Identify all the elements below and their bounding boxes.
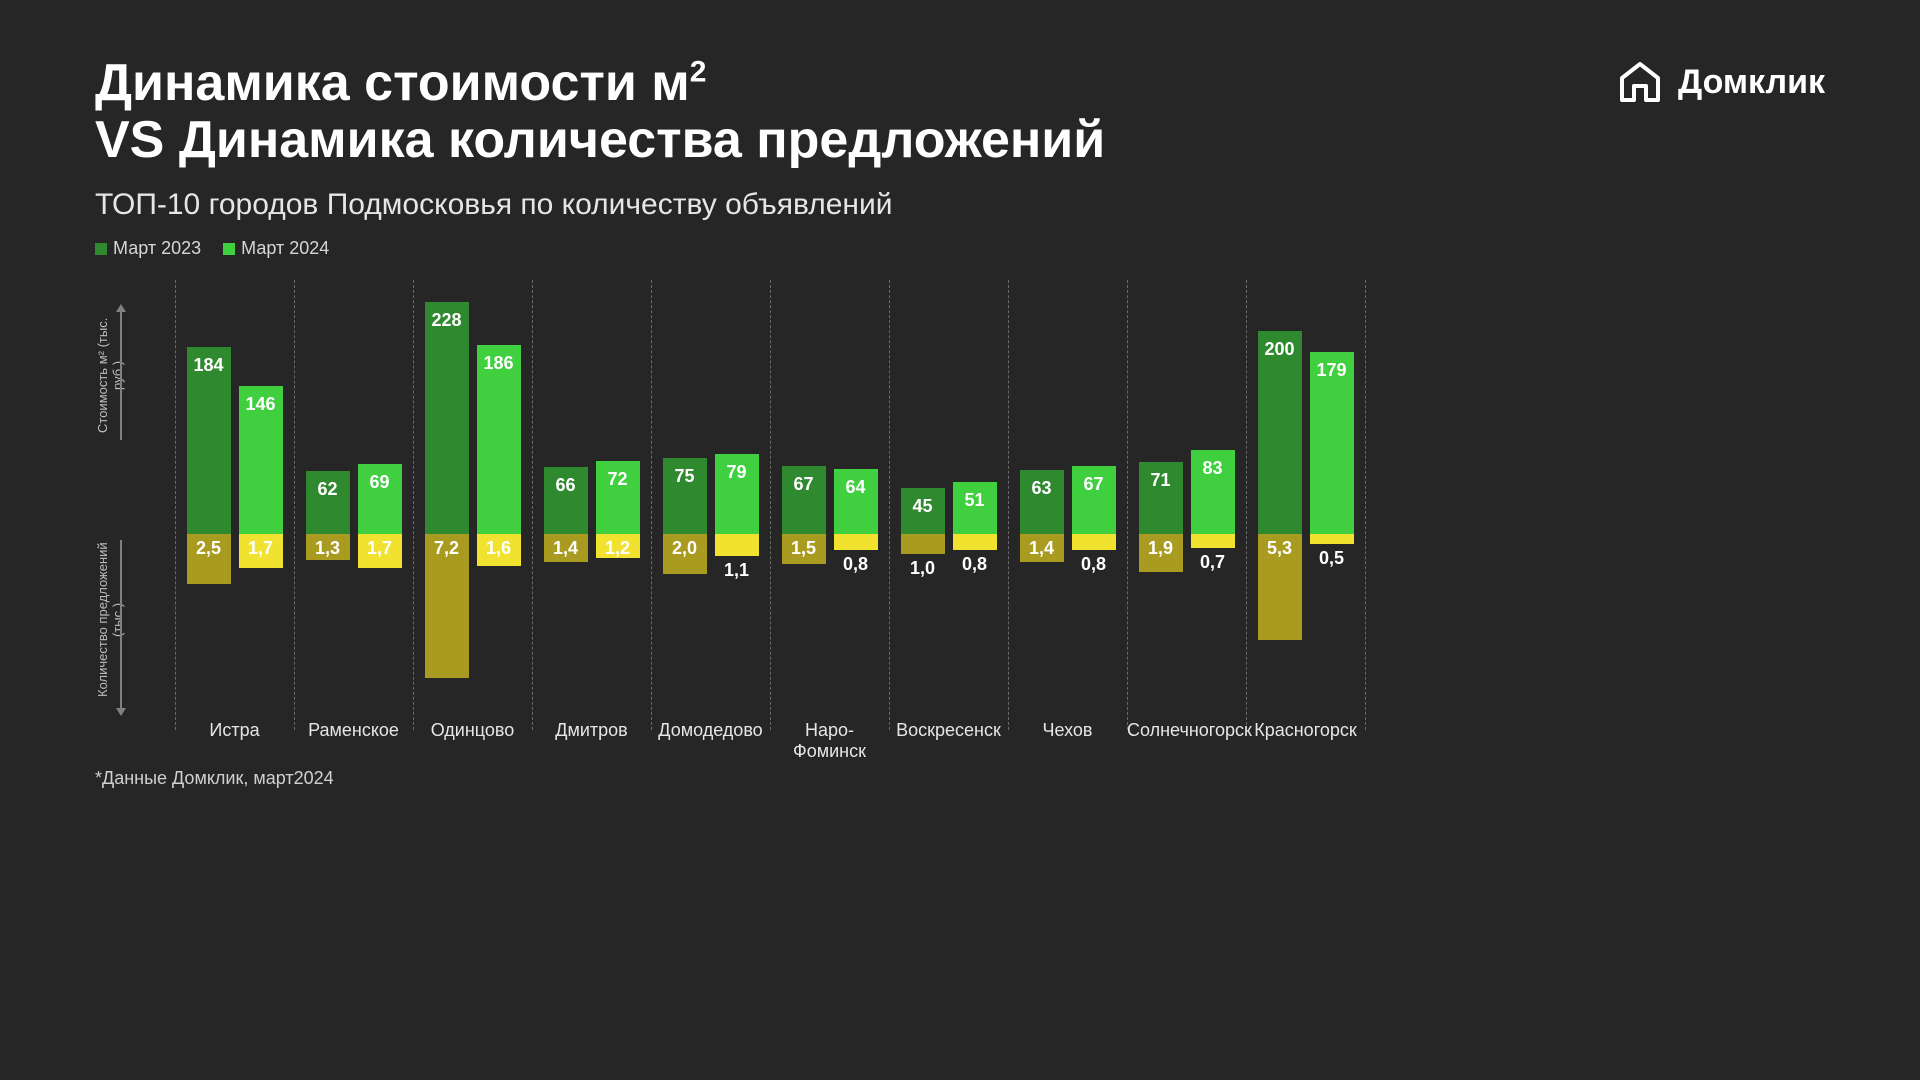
bar-up-label: 51 [953,490,997,511]
bar-up-label: 63 [1020,478,1064,499]
bar-down-label: 2,0 [663,538,707,559]
bar-down-label: 0,8 [834,554,878,575]
bar-up-label: 71 [1139,470,1183,491]
bar-up-label: 228 [425,310,469,331]
chart-group: 2001795,30,5Красногорск [1246,280,1365,730]
brand: Домклик [1618,60,1825,104]
category-label: Солнечногорск [1127,720,1246,741]
bar-down-label: 1,7 [239,538,283,559]
bar-down-label: 1,0 [901,558,945,579]
bar-down-label: 1,3 [306,538,350,559]
chart-group: 66721,41,2Дмитров [532,280,651,730]
grid-divider [1365,280,1366,730]
bar-up [1258,331,1302,534]
category-label: Воскресенск [889,720,1008,741]
bar-down-label: 1,5 [782,538,826,559]
legend: Март 2023 Март 2024 [95,238,329,259]
chart-group: 63671,40,8Чехов [1008,280,1127,730]
bar-down-label: 1,2 [596,538,640,559]
bar-up-label: 66 [544,475,588,496]
category-label: Истра [175,720,294,741]
bar-up-label: 69 [358,472,402,493]
chart-group: 75792,01,1Домодедово [651,280,770,730]
category-label: Раменское [294,720,413,741]
bar-down [953,534,997,550]
title-line2: VS Динамика количества предложений [95,111,1105,169]
category-label: Домодедово [651,720,770,741]
bar-up-label: 184 [187,355,231,376]
bar-down [1191,534,1235,548]
bar-down [834,534,878,550]
chart-group: 67641,50,8Наро-Фоминск [770,280,889,730]
bar-down-label: 7,2 [425,538,469,559]
bar-up-label: 75 [663,466,707,487]
chart-group: 2281867,21,6Одинцово [413,280,532,730]
axis-arrow-up-icon [120,310,122,440]
bar-up-label: 67 [782,474,826,495]
bar-chart: 1841462,51,7Истра62691,31,7Раменское2281… [175,280,1365,730]
category-label: Красногорск [1246,720,1365,741]
bar-up-label: 179 [1310,360,1354,381]
legend-item-2024: Март 2024 [223,238,329,259]
bar-down-label: 0,8 [1072,554,1116,575]
legend-item-2023: Март 2023 [95,238,201,259]
page-title: Динамика стоимости м2 VS Динамика количе… [95,55,1105,169]
chart-group: 1841462,51,7Истра [175,280,294,730]
bar-down [901,534,945,554]
legend-label-2023: Март 2023 [113,238,201,259]
bar-down [1072,534,1116,550]
bar-up-label: 83 [1191,458,1235,479]
title-sup: 2 [690,56,707,89]
chart-group: 62691,31,7Раменское [294,280,413,730]
bar-up-label: 186 [477,353,521,374]
chart-group: 71831,90,7Солнечногорск [1127,280,1246,730]
bar-up-label: 72 [596,469,640,490]
bar-down-label: 0,8 [953,554,997,575]
bar-up-label: 79 [715,462,759,483]
bar-up-label: 62 [306,479,350,500]
bar-up-label: 67 [1072,474,1116,495]
bar-down-label: 1,7 [358,538,402,559]
bar-down-label: 0,7 [1191,552,1235,573]
legend-label-2024: Март 2024 [241,238,329,259]
bar-down [715,534,759,556]
category-label: Наро-Фоминск [770,720,889,762]
bar-up-label: 45 [901,496,945,517]
legend-swatch-2024 [223,243,235,255]
chart-group: 45511,00,8Воскресенск [889,280,1008,730]
bar-up-label: 64 [834,477,878,498]
category-label: Одинцово [413,720,532,741]
bar-up [425,302,469,534]
axis-arrow-down-icon [120,540,122,710]
bar-down-label: 1,4 [1020,538,1064,559]
bar-up-label: 200 [1258,339,1302,360]
bar-down-label: 1,1 [715,560,759,581]
house-icon [1618,60,1662,104]
legend-swatch-2023 [95,243,107,255]
category-label: Дмитров [532,720,651,741]
subtitle: ТОП-10 городов Подмосковья по количеству… [95,188,892,222]
bar-down-label: 5,3 [1258,538,1302,559]
brand-text: Домклик [1678,63,1825,102]
bar-up-label: 146 [239,394,283,415]
bar-down-label: 0,5 [1310,548,1354,569]
footnote: *Данные Домклик, март2024 [95,768,334,789]
bar-down-label: 2,5 [187,538,231,559]
bar-down-label: 1,4 [544,538,588,559]
bar-down-label: 1,9 [1139,538,1183,559]
bar-down-label: 1,6 [477,538,521,559]
title-line1: Динамика стоимости м [95,54,690,112]
bar-down [1310,534,1354,544]
category-label: Чехов [1008,720,1127,741]
